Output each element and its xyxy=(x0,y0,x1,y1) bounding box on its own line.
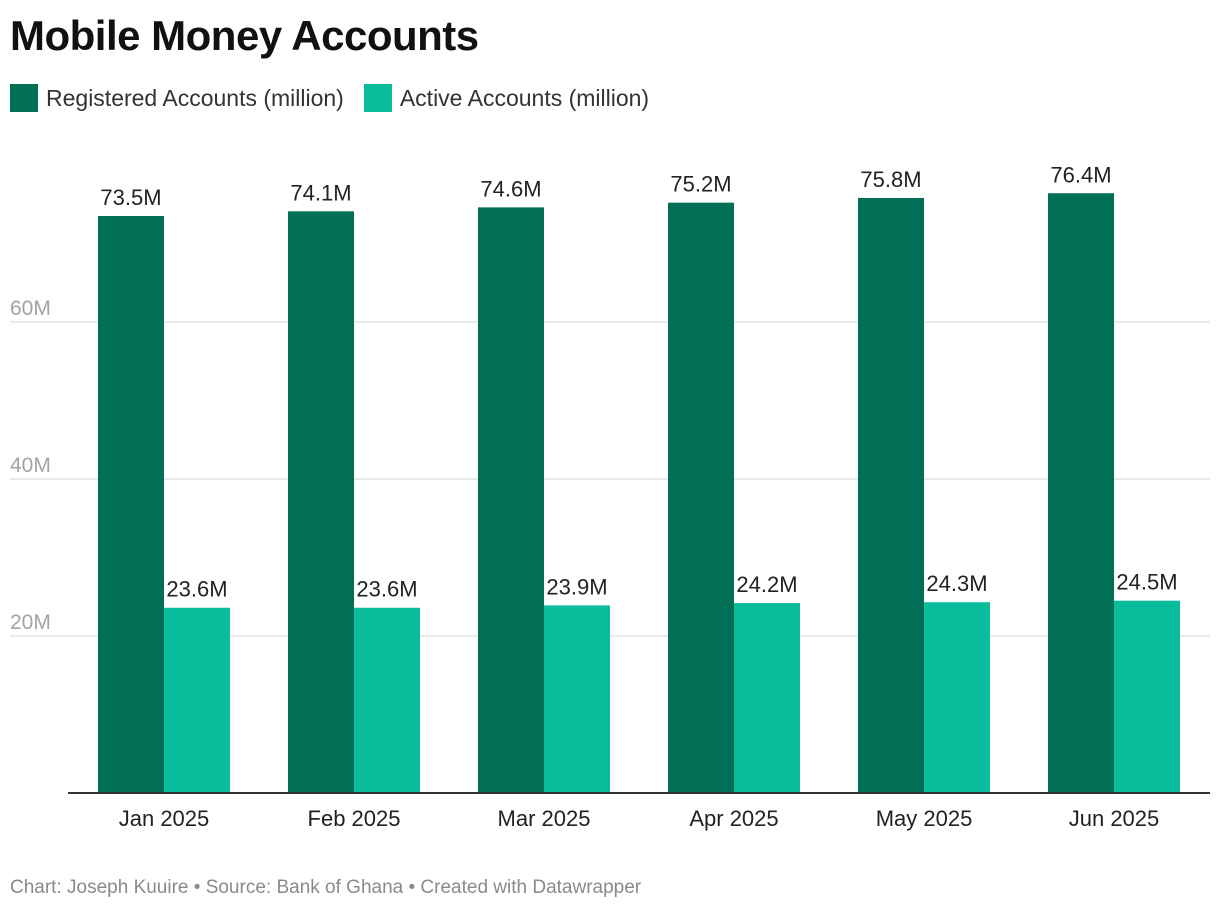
bar-registered xyxy=(858,197,924,794)
x-tick-label: Jun 2025 xyxy=(1069,806,1160,831)
bar-registered xyxy=(98,216,164,793)
data-label: 75.2M xyxy=(670,172,731,197)
bar-active xyxy=(734,603,800,793)
bar-registered xyxy=(478,207,544,793)
chart-title: Mobile Money Accounts xyxy=(10,12,479,59)
x-tick-label: Jan 2025 xyxy=(119,806,210,831)
bar-active xyxy=(354,607,420,793)
legend-item-active: Active Accounts (million) xyxy=(363,84,650,112)
legend: Registered Accounts (million) Active Acc… xyxy=(10,84,669,112)
data-label: 73.5M xyxy=(100,185,161,210)
bar-registered xyxy=(668,202,734,793)
bar-registered xyxy=(1048,193,1114,793)
legend-swatch-registered xyxy=(10,84,38,112)
legend-item-registered: Registered Accounts (million) xyxy=(10,84,344,112)
data-label: 74.1M xyxy=(290,180,351,205)
chart-footer: Chart: Joseph Kuuire • Source: Bank of G… xyxy=(10,877,642,898)
bar-active xyxy=(544,605,610,793)
bar-active xyxy=(164,607,230,793)
data-label: 75.8M xyxy=(860,167,921,192)
bar-active xyxy=(1114,600,1180,793)
data-label: 23.6M xyxy=(356,577,417,602)
y-tick-label: 60M xyxy=(10,297,51,320)
data-label: 24.3M xyxy=(926,571,987,596)
y-tick-label: 40M xyxy=(10,454,51,477)
y-tick-label: 20M xyxy=(10,611,51,634)
bar-active xyxy=(924,602,990,793)
data-label: 74.6M xyxy=(480,176,541,201)
legend-label-registered: Registered Accounts (million) xyxy=(46,84,344,111)
data-label: 23.9M xyxy=(546,574,607,599)
x-tick-label: May 2025 xyxy=(876,806,973,831)
x-tick-label: Mar 2025 xyxy=(498,806,591,831)
data-label: 76.4M xyxy=(1050,162,1111,187)
data-label: 23.6M xyxy=(166,577,227,602)
data-label: 24.2M xyxy=(736,572,797,597)
x-tick-label: Feb 2025 xyxy=(308,806,401,831)
legend-swatch-active xyxy=(363,84,392,112)
bar-registered xyxy=(288,211,354,793)
x-tick-label: Apr 2025 xyxy=(689,806,778,831)
legend-label-active: Active Accounts (million) xyxy=(399,84,650,111)
data-label: 24.5M xyxy=(1116,570,1177,595)
